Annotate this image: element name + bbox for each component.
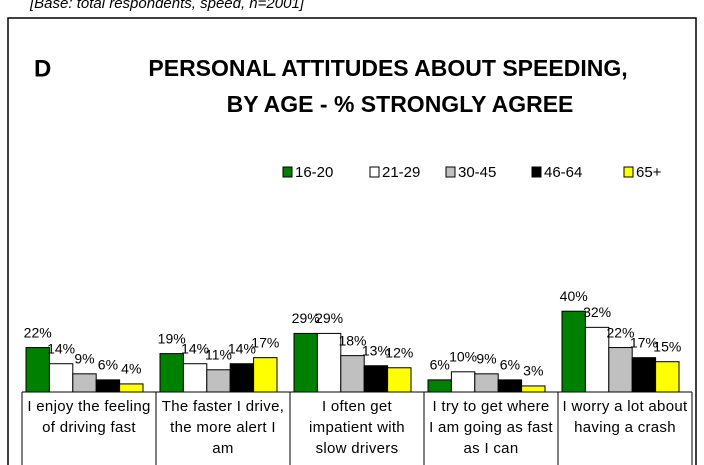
bar [497, 379, 523, 393]
bar [474, 373, 499, 393]
data-label: 9% [74, 351, 94, 367]
bar [340, 355, 365, 393]
data-label: 4% [121, 361, 141, 377]
bar [584, 326, 610, 393]
chart-title: BY AGE - % STRONGLY AGREE [227, 91, 574, 117]
data-label: 6% [430, 357, 450, 373]
data-label: 14% [47, 340, 75, 356]
data-label: 6% [98, 357, 118, 373]
bar [206, 369, 231, 393]
data-label: 22% [24, 324, 52, 340]
bar [427, 379, 452, 393]
bar [387, 367, 412, 393]
data-label: 12% [385, 344, 413, 360]
category-label: I enjoy the feeling of driving fast [27, 398, 151, 436]
data-label: 17% [630, 334, 658, 350]
data-label: 14% [228, 340, 256, 356]
data-label: 13% [362, 342, 390, 358]
category-label: The faster I drive, the more alert I am [161, 398, 285, 457]
data-label: 29% [315, 310, 343, 326]
legend-label: 30-45 [458, 164, 496, 181]
data-label: 29% [292, 310, 320, 326]
chart-title: PERSONAL ATTITUDES ABOUT SPEEDING, [148, 55, 627, 81]
data-label: 32% [583, 304, 611, 320]
bar [521, 385, 546, 393]
category-label: I try to get where I am going as fast as… [429, 398, 553, 457]
bar [608, 347, 633, 393]
data-label: 3% [523, 363, 543, 379]
legend-swatch [369, 166, 380, 178]
bar [450, 371, 476, 393]
legend-label: 46-64 [544, 164, 582, 181]
data-label: 17% [251, 334, 279, 350]
category-label: I often get impatient with slow drivers [309, 398, 405, 457]
data-label: 22% [606, 324, 634, 340]
legend-label: 16-20 [295, 164, 333, 181]
category-label: I worry a lot about having a crash [562, 398, 688, 436]
legend-label: 21-29 [382, 164, 420, 181]
data-label: 18% [338, 332, 366, 348]
data-label: 6% [500, 357, 520, 373]
bar [229, 363, 255, 393]
legend-swatch [445, 166, 456, 178]
base-note: [Base: total respondents, speed, n=2001] [29, 0, 305, 12]
bar [363, 365, 389, 393]
data-label: 14% [181, 340, 209, 356]
bar [655, 361, 680, 393]
data-label: 15% [653, 338, 681, 354]
data-label: 10% [449, 349, 477, 365]
legend-swatch [623, 166, 634, 178]
panel-label: D [34, 55, 51, 82]
bar [316, 332, 342, 393]
data-label: 9% [476, 351, 496, 367]
bar [293, 332, 318, 393]
legend-label: 65+ [636, 164, 662, 181]
bar [631, 357, 657, 393]
bar [72, 373, 97, 393]
bar [48, 363, 74, 393]
bar [182, 363, 208, 393]
bar [253, 357, 278, 393]
bar [119, 383, 144, 393]
frame [7, 17, 697, 465]
bar [95, 379, 121, 393]
legend-swatch [282, 166, 293, 178]
data-label: 11% [205, 346, 232, 362]
bar [25, 347, 50, 393]
data-label: 40% [560, 288, 588, 304]
data-label: 19% [158, 330, 186, 346]
bar [561, 310, 586, 393]
legend-swatch [531, 166, 542, 178]
bar [159, 353, 184, 393]
